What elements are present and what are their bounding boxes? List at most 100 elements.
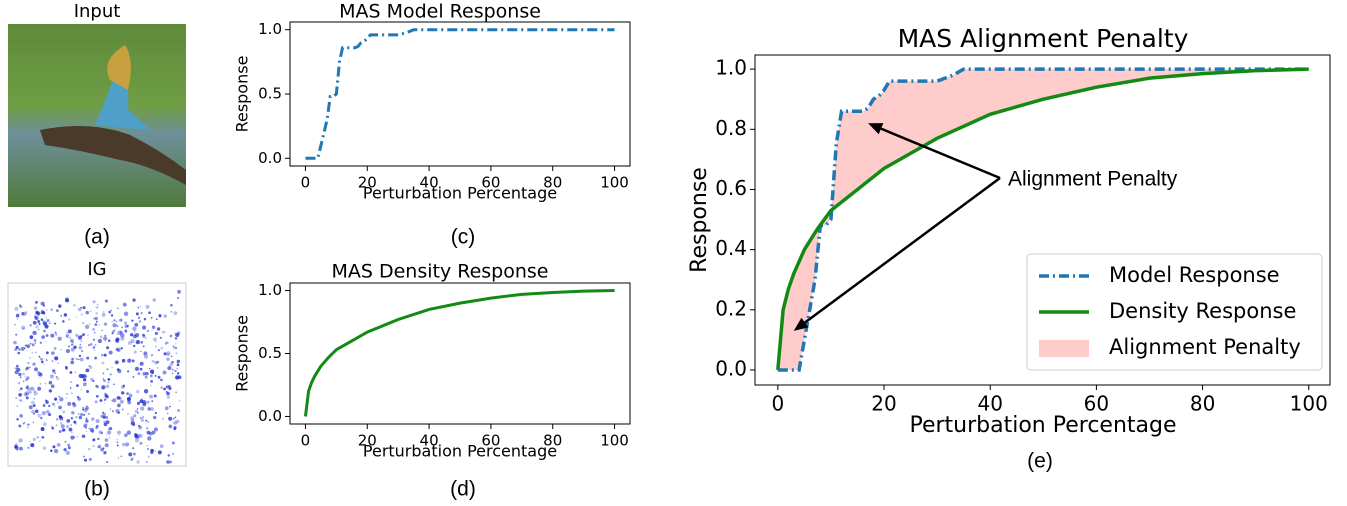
ig-speckle [54,405,56,408]
ig-speckle [51,309,53,311]
ig-speckle [34,342,37,344]
ig-speckle [34,409,39,414]
ig-speckle [121,385,125,389]
ig-speckle [177,409,180,412]
y-tick-label: 0.4 [715,236,747,260]
ig-speckle [28,356,31,359]
alignment-penalty-area [777,69,1309,370]
y-tick-label: 0.0 [258,407,282,425]
ig-speckle [92,418,95,420]
ig-speckle [38,355,41,358]
ig-speckle [160,386,163,389]
annotation-arrow [804,176,1001,324]
ig-speckle [82,413,86,416]
ig-speckle [165,342,168,345]
ig-speckle [69,387,72,389]
ig-speckle [170,355,173,358]
ig-speckle [132,344,136,348]
ig-speckle [92,438,96,442]
ig-speckle [169,362,173,367]
ig-speckle [153,427,158,432]
ig-speckle [42,446,47,450]
ig-speckle [128,393,133,398]
ig-speckle [157,450,162,455]
ig-speckle [103,422,108,427]
ig-speckle [168,424,173,429]
ig-speckle [97,303,99,306]
y-axis-label: Response [687,167,712,273]
y-tick-label: 0.6 [715,176,747,200]
chart-title: MAS Alignment Penalty [898,24,1189,53]
y-tick-label: 0.0 [715,356,747,380]
ig-speckle [57,362,60,364]
ig-speckle [111,332,114,335]
ig-speckle [103,353,107,357]
ig-speckle [113,383,115,386]
ig-speckle [78,345,83,350]
ig-speckle [155,318,158,321]
ig-speckle [13,340,17,345]
ig-speckle [171,368,174,371]
ig-speckle [157,349,160,352]
ig-speckle [101,432,103,434]
data-line [305,28,615,160]
input-image [8,24,186,207]
ig-speckle [100,447,105,452]
ig-speckle [126,324,129,328]
ig-speckle [21,325,26,330]
ig-speckle [130,338,135,344]
ig-speckle [85,426,87,429]
ig-speckle [154,411,157,415]
ig-speckle [73,303,76,307]
ig-speckle [27,446,30,449]
ig-speckle [73,420,77,424]
ig-speckle [57,336,62,341]
ig-speckle [108,310,112,314]
ig-speckle [105,415,109,420]
ig-speckle [87,412,90,415]
plot-frame [754,54,1331,386]
ig-speckle [83,458,88,462]
ig-speckle [40,427,45,432]
ig-speckle [69,371,73,374]
ig-speckle [177,289,181,294]
ig-speckle [71,357,74,361]
ig-speckle [92,338,96,341]
ig-speckle [42,304,46,307]
ig-speckle [29,342,32,345]
ig-speckle [145,392,147,394]
ig-speckle [134,322,139,327]
ig-speckle [117,403,121,408]
x-tick-label: 80 [543,432,562,450]
ig-speckle [14,367,17,370]
ig-speckle [48,389,53,393]
ig-speckle [95,305,99,309]
ig-speckle [31,343,35,347]
ig-speckle [66,418,71,423]
ig-speckle [30,400,35,405]
ig-speckle [93,318,95,320]
ig-speckle [168,460,172,464]
ig-speckle [15,313,20,318]
ig-speckle [116,430,122,435]
ig-speckle [50,333,55,338]
ig-speckle [159,444,164,448]
ig-speckle [77,413,80,415]
ig-speckle [14,445,19,450]
x-tick-label: 20 [358,174,377,192]
ig-speckle [42,320,46,323]
ig-speckle [111,410,114,413]
ig-speckle [68,427,73,432]
ig-speckle [178,399,181,402]
ig-speckle [151,325,156,329]
ig-speckle [54,331,57,334]
ig-speckle [148,368,151,370]
ig-speckle [100,353,104,357]
ig-speckle [41,426,44,430]
ig-speckle [143,389,149,394]
ig-speckle [143,318,147,321]
ig-speckle [92,444,95,448]
ig-speckle [136,408,139,410]
y-tick-label: 0.5 [258,344,282,362]
